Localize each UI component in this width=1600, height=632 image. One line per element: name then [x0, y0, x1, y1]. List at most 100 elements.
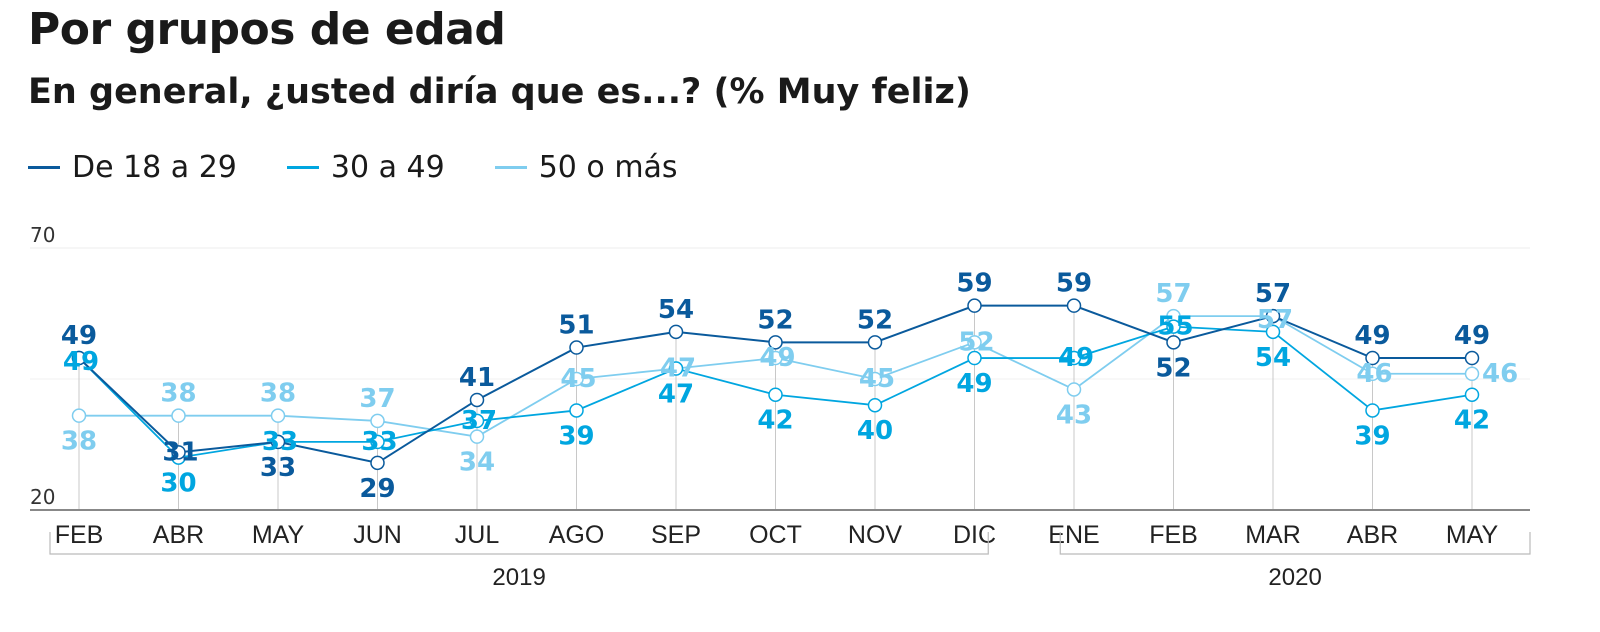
- data-label: 37: [461, 406, 497, 436]
- data-label: 57: [1257, 305, 1293, 335]
- x-tick-label: FEB: [1149, 521, 1198, 549]
- data-label: 41: [459, 363, 495, 393]
- x-tick-label: MAR: [1245, 521, 1301, 549]
- data-point: [967, 335, 982, 350]
- data-label: 46: [1356, 359, 1392, 389]
- data-label: 45: [859, 364, 895, 394]
- data-point: [569, 371, 584, 387]
- data-point: [668, 324, 684, 340]
- data-label: 52: [958, 327, 994, 357]
- data-point: [768, 387, 783, 402]
- data-point: [668, 361, 684, 376]
- data-label: 42: [757, 406, 793, 436]
- data-point: [867, 397, 883, 413]
- data-point: [370, 434, 385, 450]
- data-point: [1265, 308, 1281, 324]
- data-label: 49: [63, 347, 99, 377]
- data-label: 45: [560, 364, 596, 394]
- x-tick-label: SEP: [651, 521, 701, 549]
- legend-label: 30 a 49: [330, 150, 445, 185]
- data-point: [768, 335, 783, 350]
- x-tick-label: JUN: [353, 521, 402, 549]
- data-label: 42: [1454, 406, 1490, 436]
- data-point: [469, 429, 485, 444]
- data-point: [1066, 382, 1082, 397]
- data-point: [370, 455, 385, 471]
- data-label: 49: [61, 321, 97, 351]
- data-label: 52: [1155, 353, 1191, 383]
- data-label: 49: [1354, 321, 1390, 351]
- data-label: 49: [1454, 321, 1490, 351]
- data-label: 30: [160, 469, 196, 499]
- data-label: 29: [359, 474, 395, 504]
- data-point: [270, 408, 286, 423]
- data-point: [967, 298, 982, 313]
- x-tick-label: ABR: [153, 521, 204, 549]
- data-label: 51: [558, 311, 594, 341]
- x-tick-label: DIC: [953, 521, 996, 549]
- data-label: 57: [1155, 279, 1191, 309]
- data-label: 55: [1157, 312, 1193, 342]
- legend-item-50-plus: 50 o más: [494, 150, 678, 185]
- year-bracket: [1059, 532, 1531, 555]
- data-label: 31: [162, 437, 198, 467]
- data-label: 37: [359, 384, 395, 414]
- data-point: [370, 413, 385, 429]
- data-label: 57: [1255, 279, 1291, 309]
- y-tick-label: 70: [30, 223, 55, 247]
- data-point: [569, 340, 584, 355]
- x-tick-label: ABR: [1347, 521, 1398, 549]
- data-point: [569, 403, 584, 418]
- data-point: [1166, 319, 1181, 334]
- x-tick-label: ENE: [1048, 521, 1099, 549]
- year-label: 2019: [492, 564, 545, 591]
- data-point: [270, 434, 286, 450]
- chart-title: Por grupos de edad: [28, 4, 506, 55]
- data-point: [1464, 387, 1480, 402]
- x-tick-label: MAY: [252, 521, 305, 549]
- data-label: 38: [160, 379, 196, 409]
- data-label: 34: [459, 448, 495, 478]
- data-label: 54: [658, 295, 694, 325]
- data-point: [1265, 324, 1281, 340]
- data-point: [1365, 403, 1380, 418]
- data-label: 49: [956, 369, 992, 399]
- data-label: 54: [1255, 343, 1291, 373]
- legend-label: De 18 a 29: [72, 150, 237, 185]
- data-point: [1066, 350, 1082, 366]
- legend: De 18 a 29 30 a 49 50 o más: [28, 150, 728, 185]
- data-point: [1365, 350, 1380, 366]
- x-tick-label: FEB: [55, 521, 104, 549]
- x-tick-label: MAY: [1446, 521, 1499, 549]
- data-point: [1365, 366, 1380, 382]
- data-label: 43: [1056, 400, 1092, 430]
- data-point: [171, 408, 186, 423]
- chart-subtitle: En general, ¿usted diría que es...? (% M…: [28, 72, 971, 112]
- y-tick-label: 20: [30, 485, 55, 509]
- data-point: [1166, 335, 1181, 350]
- data-point: [71, 350, 87, 366]
- data-label: 39: [558, 421, 594, 451]
- legend-item-30-49: 30 a 49: [286, 150, 445, 185]
- legend-swatch: [494, 166, 527, 169]
- data-label: 47: [660, 354, 696, 384]
- x-tick-label: JUL: [455, 521, 500, 549]
- data-point: [1464, 366, 1480, 382]
- legend-swatch: [28, 166, 60, 169]
- data-point: [967, 350, 982, 366]
- data-label: 59: [1056, 269, 1092, 299]
- x-tick-label: NOV: [848, 521, 903, 549]
- x-tick-label: AGO: [549, 521, 605, 549]
- x-tick-label: OCT: [749, 521, 802, 549]
- data-label: 33: [361, 427, 397, 457]
- data-point: [171, 445, 186, 460]
- data-label: 52: [857, 305, 893, 335]
- data-label: 52: [757, 305, 793, 335]
- data-label: 38: [61, 427, 97, 457]
- data-label: 33: [260, 453, 296, 483]
- data-point: [1066, 298, 1082, 313]
- data-point: [867, 371, 883, 387]
- data-point: [867, 335, 883, 350]
- year-label: 2020: [1268, 564, 1321, 591]
